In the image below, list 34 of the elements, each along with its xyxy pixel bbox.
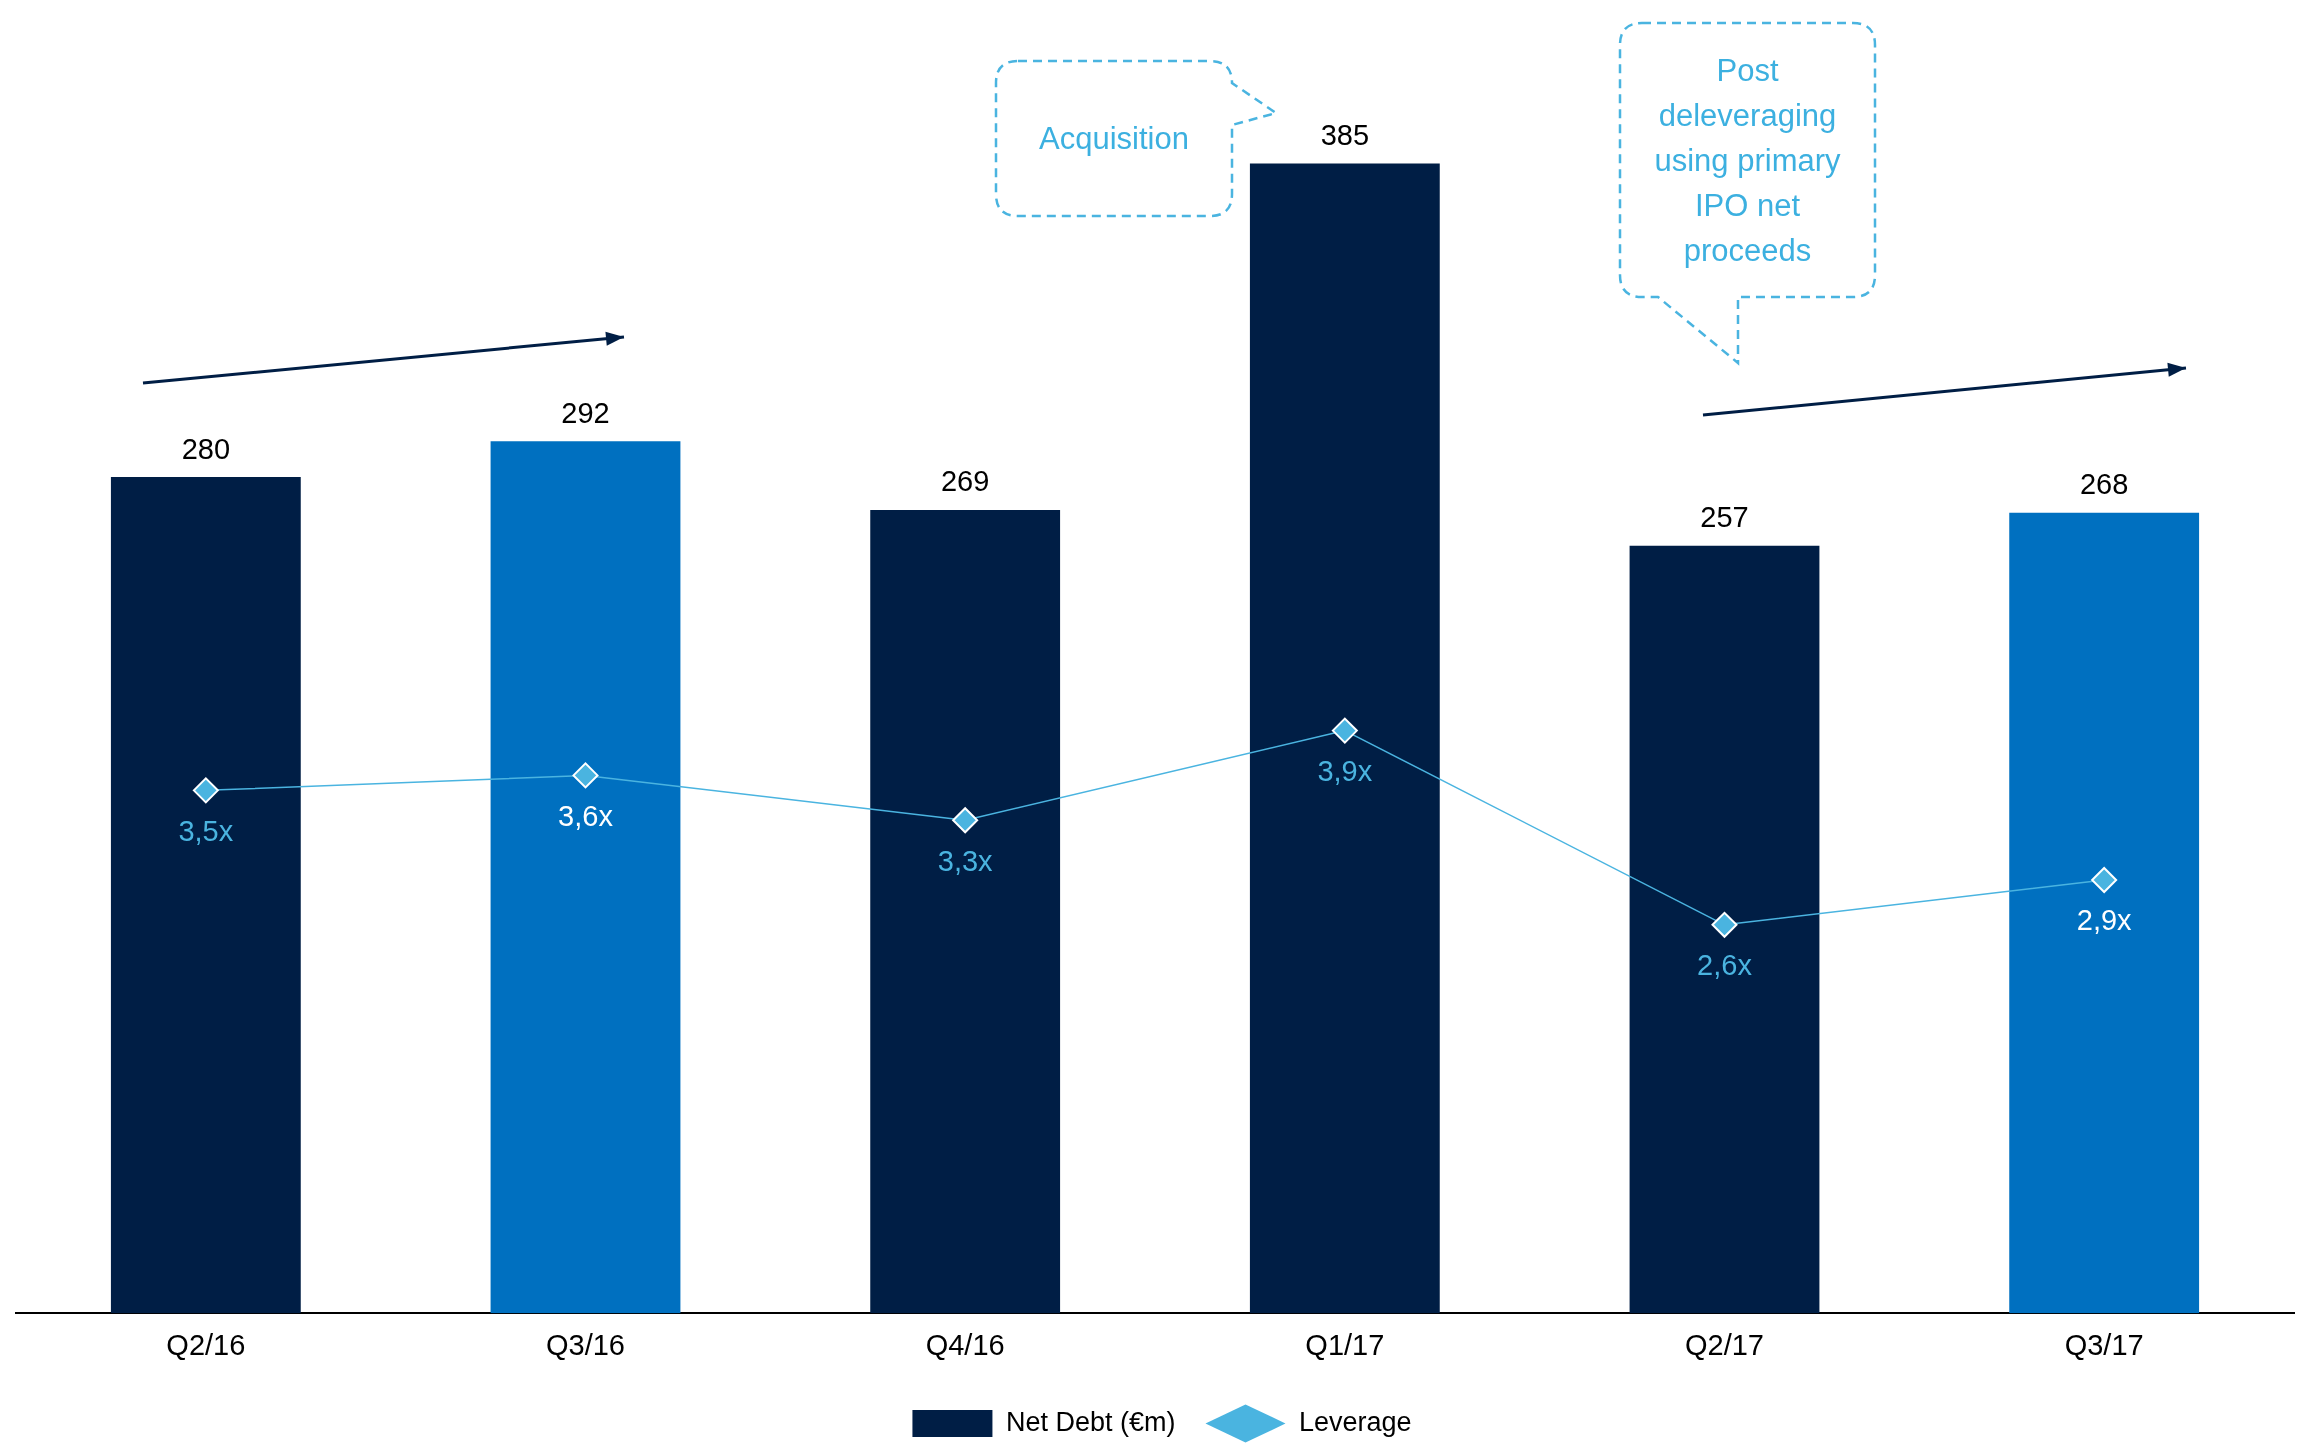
bar bbox=[110, 477, 301, 1314]
text: Acquisition bbox=[1038, 120, 1190, 158]
data-label: 292 bbox=[561, 396, 610, 429]
x-tick-label: Q3/17 bbox=[2064, 1328, 2144, 1361]
data-label: 3,6x bbox=[558, 799, 614, 832]
data-label: 2,9x bbox=[2076, 904, 2133, 937]
legend-label: Net Debt (€m) bbox=[1005, 1406, 1176, 1437]
data-label: 3,5x bbox=[178, 814, 234, 847]
data-label: 3,9x bbox=[1317, 755, 1373, 788]
data-label: 2,6x bbox=[1697, 949, 1753, 982]
x-tick-label: Q3/16 bbox=[546, 1328, 625, 1361]
x-tick-label: Q1/17 bbox=[1305, 1328, 1385, 1361]
point bbox=[1331, 717, 1358, 744]
data-label: 268 bbox=[2079, 468, 2129, 501]
bar bbox=[1629, 545, 1820, 1314]
x-tick-label: Q2/17 bbox=[1685, 1328, 1764, 1361]
point bbox=[192, 777, 219, 804]
x-tick-label: Q2/16 bbox=[166, 1328, 246, 1361]
point bbox=[572, 762, 599, 789]
data-label: 3,3x bbox=[937, 844, 994, 877]
point bbox=[1711, 911, 1738, 938]
data-label: 257 bbox=[1700, 501, 1749, 534]
data-label: 280 bbox=[181, 432, 231, 465]
data-label: 269 bbox=[940, 465, 990, 498]
point bbox=[952, 807, 979, 834]
bar bbox=[1249, 163, 1440, 1314]
bar bbox=[490, 441, 681, 1314]
bar bbox=[870, 509, 1061, 1314]
bar bbox=[2009, 512, 2200, 1314]
x-tick-label: Q4/16 bbox=[925, 1328, 1005, 1361]
legend-label: Leverage bbox=[1298, 1406, 1412, 1437]
annotation: Post deleveraging using primary IPO net proceeds bbox=[1653, 51, 1842, 270]
data-label: 385 bbox=[1320, 118, 1370, 151]
point bbox=[2091, 866, 2118, 893]
